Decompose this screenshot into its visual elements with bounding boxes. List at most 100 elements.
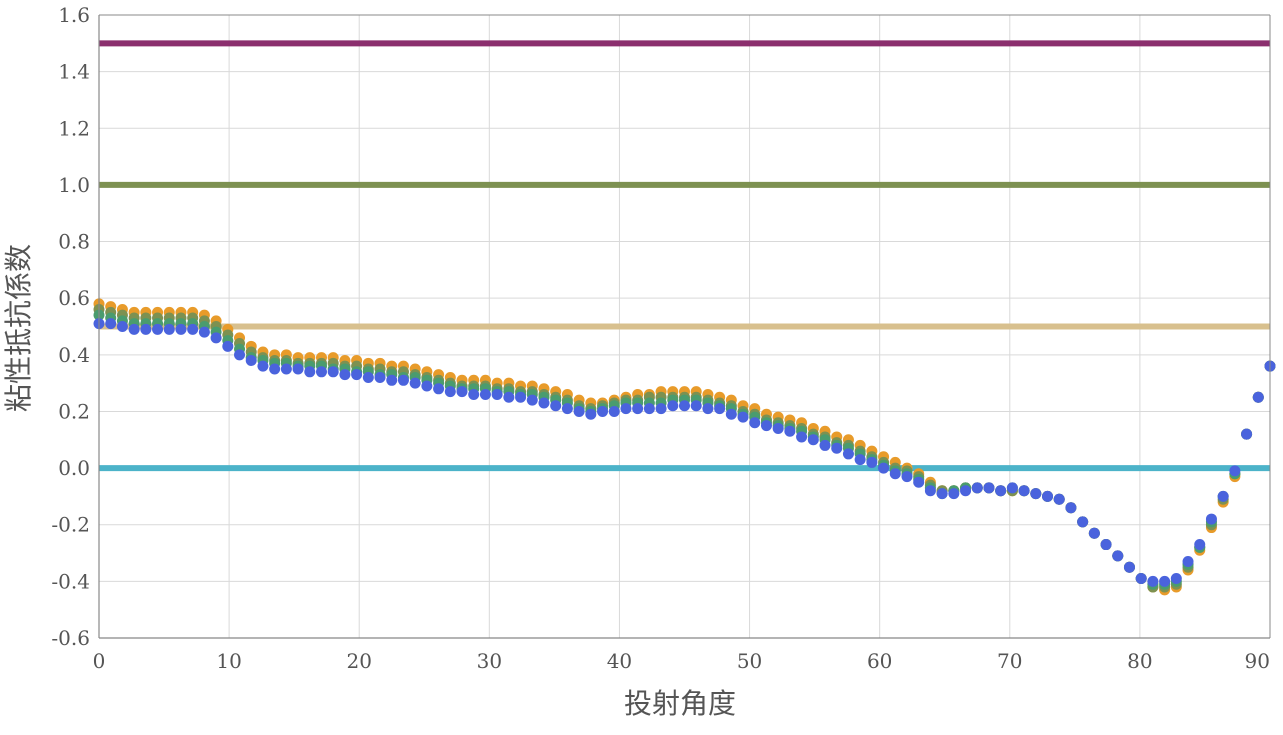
x-tick-label: 40 (607, 649, 632, 673)
data-point (1194, 539, 1206, 551)
data-point (889, 468, 901, 480)
data-point (386, 374, 398, 386)
data-point (1170, 573, 1182, 585)
data-point (807, 434, 819, 446)
data-point (456, 386, 468, 398)
data-point (608, 405, 620, 417)
data-point (409, 377, 421, 389)
data-point (187, 323, 199, 335)
data-point (643, 403, 655, 415)
x-tick-label: 10 (216, 649, 241, 673)
reference-lines (99, 40, 1270, 472)
data-point (702, 403, 714, 415)
data-point (760, 420, 772, 432)
data-point (515, 391, 527, 403)
data-point (960, 485, 972, 497)
data-point (1100, 539, 1112, 551)
data-point (831, 442, 843, 454)
data-point (210, 332, 222, 344)
data-point (924, 485, 936, 497)
data-point (421, 380, 433, 392)
data-point (269, 363, 281, 375)
data-point (152, 323, 164, 335)
x-axis-title: 投射角度 (624, 687, 736, 720)
x-tick-label: 50 (737, 649, 762, 673)
data-point (292, 363, 304, 375)
data-point (198, 326, 210, 338)
y-axis-title: 粘性抵抗係数 (2, 244, 35, 412)
data-point (983, 482, 995, 494)
y-tick-label: 0.2 (58, 399, 90, 423)
data-point (140, 323, 152, 335)
data-point (1006, 482, 1018, 494)
data-point (351, 369, 363, 381)
data-point (327, 366, 339, 378)
x-tick-label: 30 (477, 649, 502, 673)
tick-labels: 0 10 20 30 40 50 60 70 80 90 -0.6 -0.4 -0.2 0.0 0.2 0.4… (51, 3, 1270, 673)
data-point (1229, 465, 1241, 477)
x-tick-label: 20 (346, 649, 371, 673)
x-tick-label: 60 (867, 649, 892, 673)
x-tick-label: 80 (1127, 649, 1152, 673)
data-point (234, 349, 246, 361)
data-point (1147, 575, 1159, 587)
data-point (503, 391, 515, 403)
data-point (397, 374, 409, 386)
data-point (784, 425, 796, 437)
data-point (866, 456, 878, 468)
data-point (1030, 488, 1042, 500)
x-tick-label: 70 (997, 649, 1022, 673)
data-point (175, 323, 187, 335)
data-point (714, 403, 726, 415)
data-point (105, 318, 117, 330)
y-tick-label: -0.2 (51, 513, 90, 537)
data-point (1018, 485, 1030, 497)
data-point (561, 403, 573, 415)
data-point (163, 323, 175, 335)
data-point (679, 400, 690, 412)
data-point (971, 482, 983, 494)
data-point (1217, 490, 1229, 502)
data-point (667, 400, 679, 412)
y-tick-label: 0.0 (58, 456, 90, 480)
data-point (1135, 573, 1147, 585)
data-point (1252, 391, 1264, 403)
data-point (737, 411, 749, 423)
data-point (632, 403, 644, 415)
data-point (116, 321, 128, 332)
data-point (597, 405, 609, 417)
data-point (1112, 550, 1124, 562)
data-points (93, 298, 1276, 596)
y-tick-label: 0.6 (58, 286, 90, 310)
data-point (620, 403, 632, 415)
data-point (1077, 516, 1089, 528)
y-tick-label: 1.2 (58, 116, 90, 140)
data-point (468, 388, 480, 400)
x-tick-label: 90 (1245, 649, 1270, 673)
data-point (1182, 556, 1194, 568)
y-tick-label: 0.8 (58, 230, 90, 254)
axes (98, 14, 1271, 639)
data-point (374, 371, 386, 383)
data-point (1205, 513, 1217, 525)
data-point (796, 431, 808, 443)
data-point (491, 388, 503, 400)
data-point (1042, 490, 1054, 502)
data-point (128, 323, 140, 335)
data-point (1123, 561, 1135, 573)
data-point (315, 366, 327, 378)
data-point (257, 360, 269, 372)
y-tick-label: 0.4 (58, 343, 90, 367)
data-point (526, 394, 538, 406)
data-point (772, 422, 784, 434)
data-point (690, 400, 702, 412)
data-point (1241, 428, 1253, 440)
data-point (655, 403, 667, 415)
data-point (444, 386, 456, 398)
data-point (913, 476, 925, 488)
data-point (550, 400, 562, 412)
data-point (1065, 502, 1077, 514)
data-point (725, 408, 737, 420)
data-point (749, 417, 761, 429)
